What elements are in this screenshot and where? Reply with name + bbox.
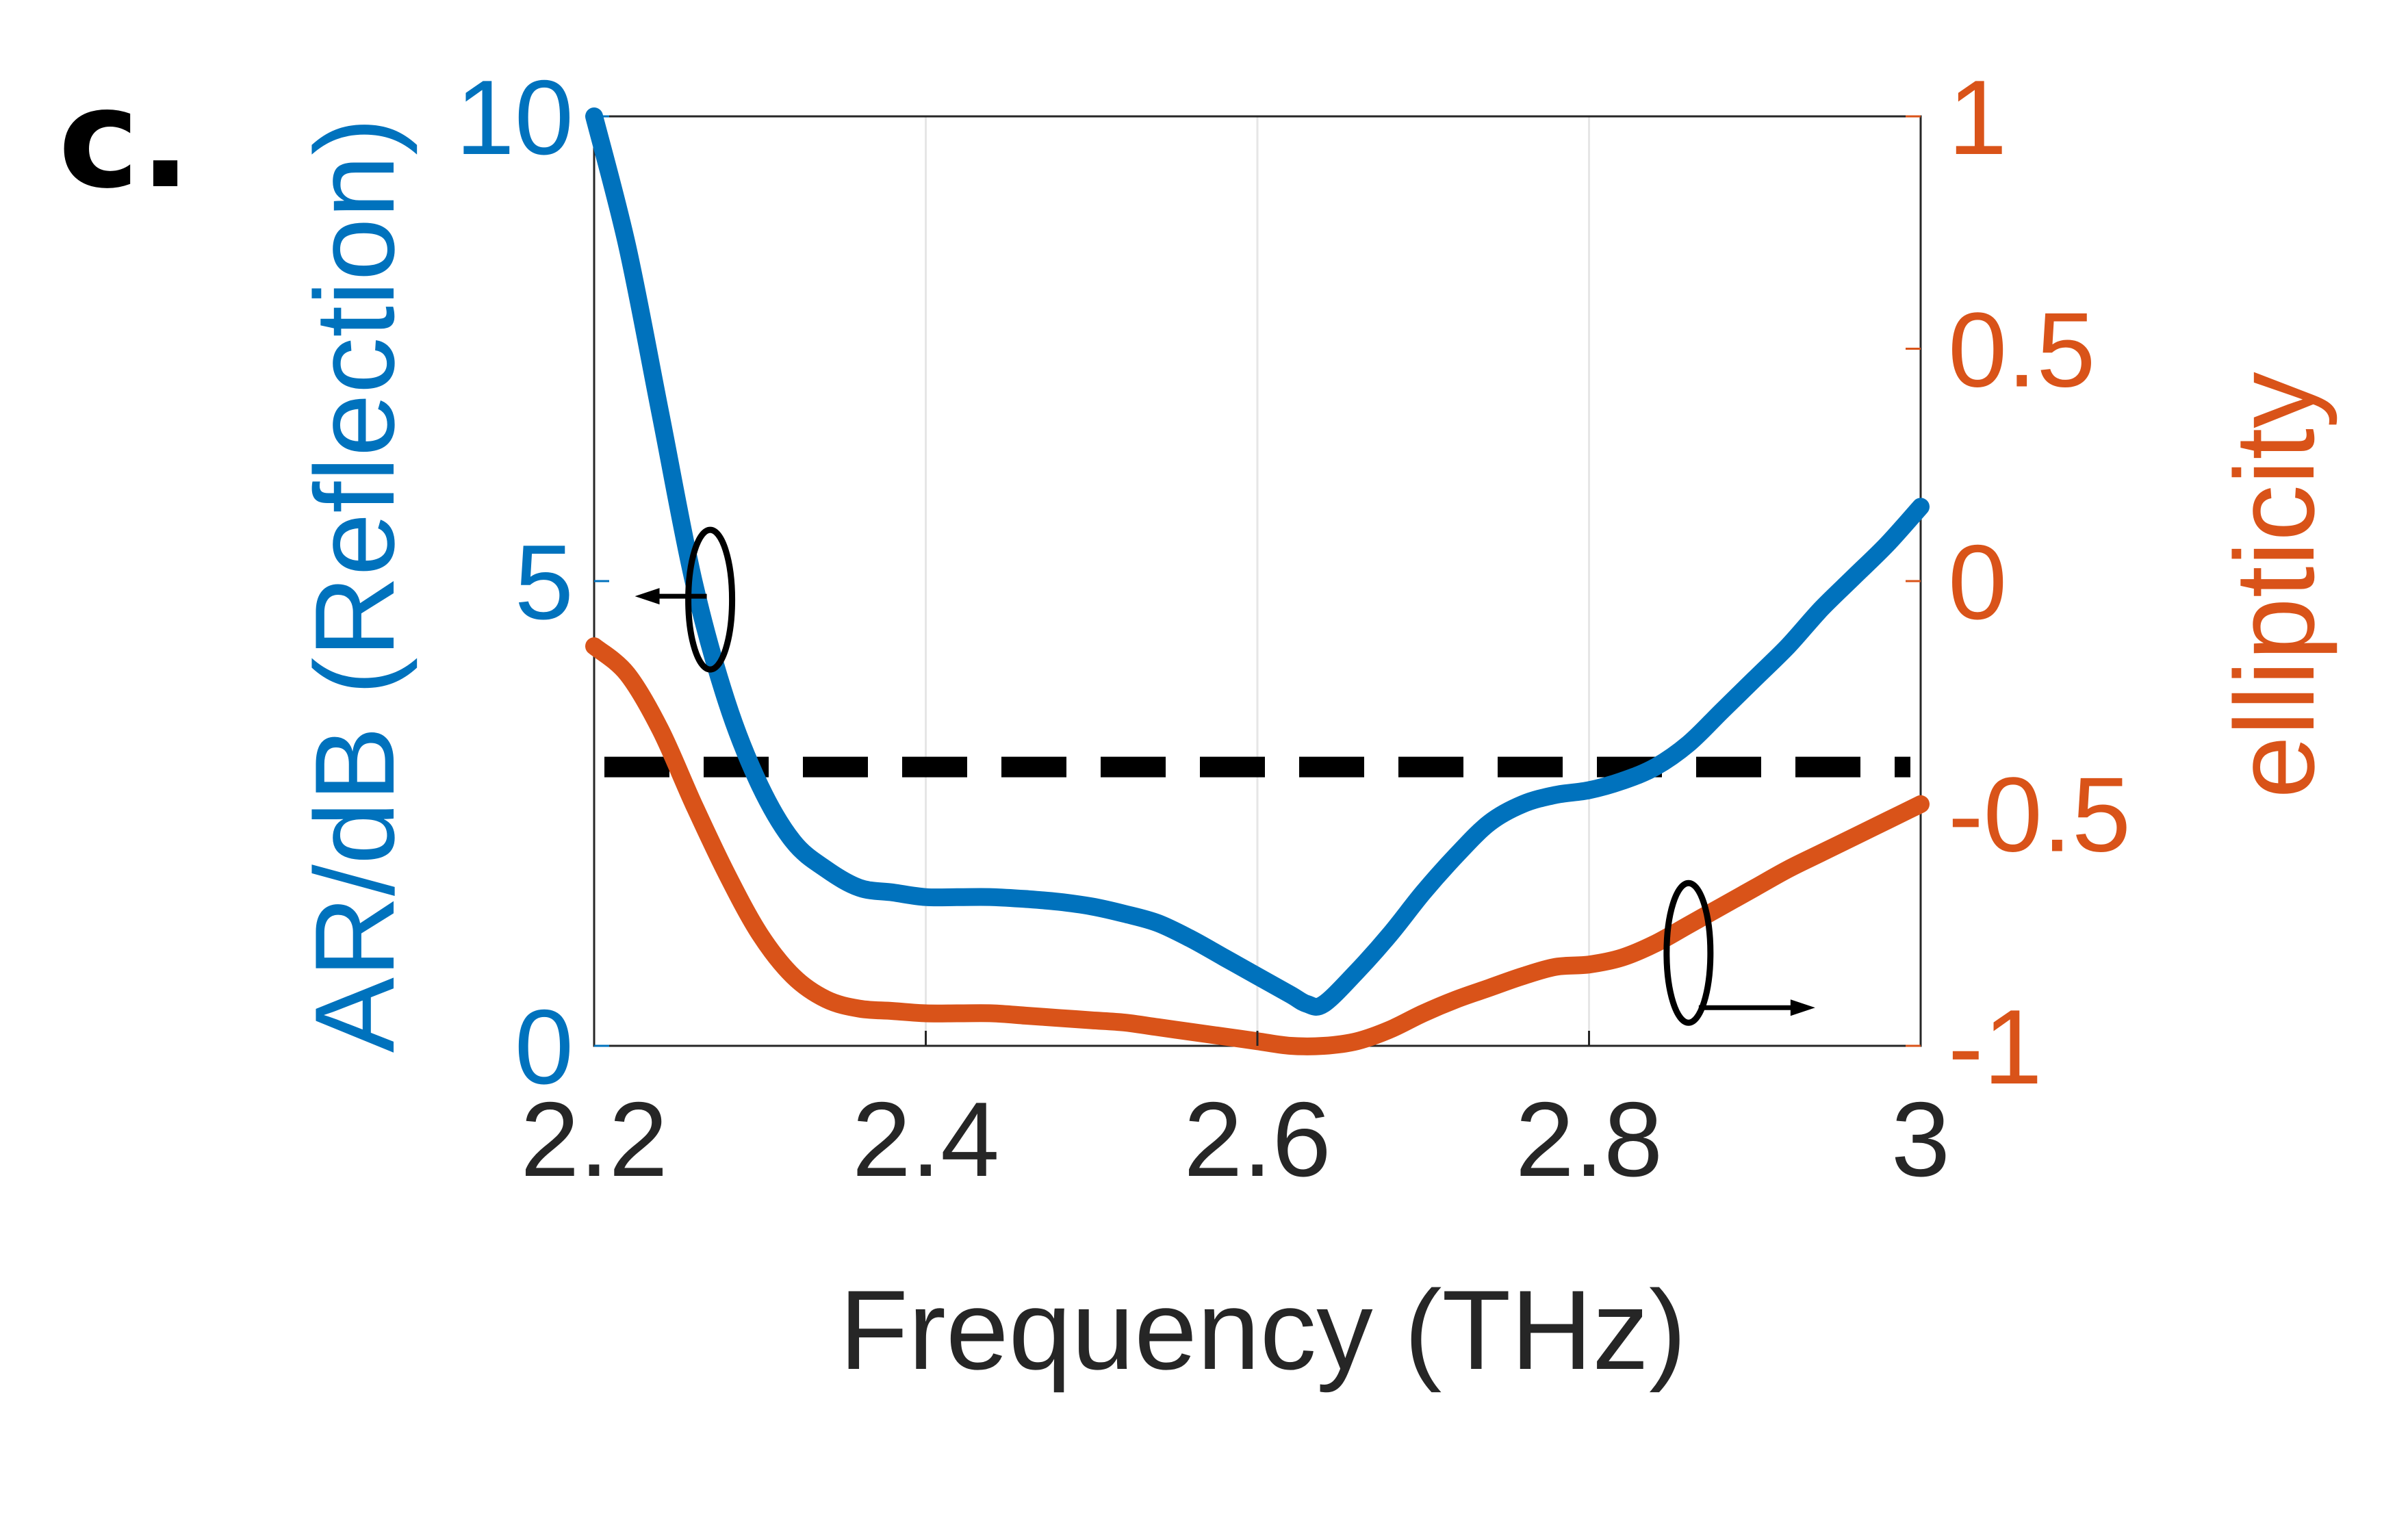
left-y-tick-label: 10 — [456, 58, 574, 177]
right-y-axis-title: ellipticity — [2212, 372, 2338, 799]
right-y-tick-label: -0.5 — [1948, 756, 2131, 874]
x-tick-label: 2.8 — [1515, 1080, 1663, 1198]
panel-label: c. — [58, 60, 192, 219]
left-y-axis-title: AR/dB (Reflection) — [292, 118, 418, 1053]
x-tick-label: 3 — [1891, 1080, 1950, 1198]
indicator-arrow-head — [1790, 999, 1815, 1016]
indicator-arrow-head — [635, 588, 660, 605]
right-y-tick-label: 0 — [1948, 523, 2007, 641]
x-tick-label: 2.2 — [520, 1080, 667, 1198]
left-y-tick-label: 0 — [515, 988, 574, 1106]
right-y-tick-label: 1 — [1948, 58, 2007, 177]
indicator-ellipse — [685, 526, 736, 673]
x-tick-label: 2.6 — [1183, 1080, 1331, 1198]
right-y-tick-label: -1 — [1948, 988, 2042, 1106]
indicator-ellipse — [1663, 880, 1714, 1026]
left-y-tick-labels: 0 5 10 — [456, 58, 609, 1106]
right-axis-indicator — [1663, 880, 1815, 1026]
x-tick-label: 2.4 — [852, 1080, 999, 1198]
right-y-tick-label: 0.5 — [1948, 291, 2095, 409]
x-tick-labels: 2.2 2.4 2.6 2.8 3 — [520, 1031, 1950, 1198]
ar-reflection-line — [585, 107, 1930, 1016]
left-y-tick-label: 5 — [515, 523, 574, 641]
ellipticity-line — [585, 637, 1930, 1055]
x-axis-title: Frequency (THz) — [839, 1267, 1687, 1393]
right-y-tick-labels: -1 -0.5 0 0.5 1 — [1906, 58, 2131, 1106]
left-axis-indicator — [635, 526, 736, 673]
